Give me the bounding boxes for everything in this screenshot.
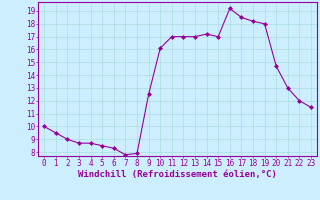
X-axis label: Windchill (Refroidissement éolien,°C): Windchill (Refroidissement éolien,°C) (78, 170, 277, 179)
